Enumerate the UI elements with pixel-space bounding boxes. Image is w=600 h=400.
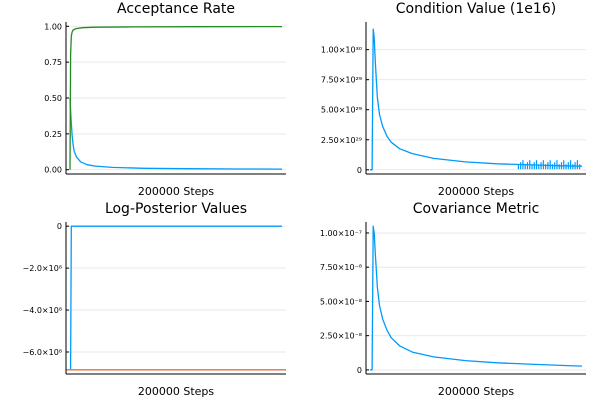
y-tick-label-1: 0 bbox=[357, 166, 362, 175]
y-tick-label-4: 7.50×10²⁹ bbox=[321, 76, 362, 85]
y-tick-label-5: 1.00×10³⁰ bbox=[321, 46, 362, 55]
y-tick-label-5: 1.00×10⁻⁷ bbox=[320, 229, 362, 238]
chart-title: Acceptance Rate bbox=[117, 1, 235, 17]
y-tick-label-5: 1.00 bbox=[44, 22, 62, 31]
series-line-1 bbox=[69, 225, 282, 370]
y-tick-label-3: 0.50 bbox=[44, 94, 62, 103]
y-tick-label-4: 0.75 bbox=[44, 58, 62, 67]
y-tick-label-1: 0 bbox=[357, 366, 362, 375]
series-line-1 bbox=[370, 28, 583, 171]
subplot-3: 0 −2.0×10⁸ −4.0×10⁸ −6.0×10⁸ Log-Posterior V… bbox=[22, 201, 286, 398]
series-line-1 bbox=[370, 225, 583, 371]
subplot-1: 0.00 0.25 0.50 0.75 1.00 Acceptance Rate 20000… bbox=[44, 1, 286, 198]
y-tick-label-4: 7.50×10⁻⁸ bbox=[320, 263, 362, 272]
series-line-2 bbox=[69, 25, 283, 170]
x-axis-label: 200000 Steps bbox=[438, 385, 515, 398]
y-tick-label-4: −6.0×10⁸ bbox=[22, 348, 62, 357]
y-tick-label-2: −2.0×10⁸ bbox=[22, 264, 62, 273]
chart-title: Log-Posterior Values bbox=[105, 201, 247, 217]
x-axis-label: 200000 Steps bbox=[138, 385, 215, 398]
y-tick-label-1: 0.00 bbox=[44, 166, 62, 175]
subplot-4: 0 2.50×10⁻⁸ 5.00×10⁻⁸ 7.50×10⁻⁸ 1.00×10⁻⁷ Cov… bbox=[320, 201, 586, 398]
subplot-2: 0 2.50×10²⁹ 5.00×10²⁹ 7.50×10²⁹ 1.00×10³⁰ Con… bbox=[321, 1, 586, 198]
series-line-1 bbox=[69, 97, 283, 170]
y-tick-label-1: 0 bbox=[57, 222, 62, 231]
y-tick-label-2: 2.50×10⁻⁸ bbox=[320, 332, 362, 341]
y-tick-label-3: −4.0×10⁸ bbox=[22, 306, 62, 315]
y-tick-label-3: 5.00×10⁻⁸ bbox=[320, 297, 362, 306]
x-axis-label: 200000 Steps bbox=[438, 185, 515, 198]
x-axis-label: 200000 Steps bbox=[138, 185, 215, 198]
chart-title: Condition Value (1e16) bbox=[396, 1, 556, 17]
y-tick-label-3: 5.00×10²⁹ bbox=[321, 106, 362, 115]
chart-title: Covariance Metric bbox=[413, 201, 540, 217]
y-tick-label-2: 2.50×10²⁹ bbox=[321, 136, 362, 145]
y-tick-label-2: 0.25 bbox=[44, 130, 62, 139]
